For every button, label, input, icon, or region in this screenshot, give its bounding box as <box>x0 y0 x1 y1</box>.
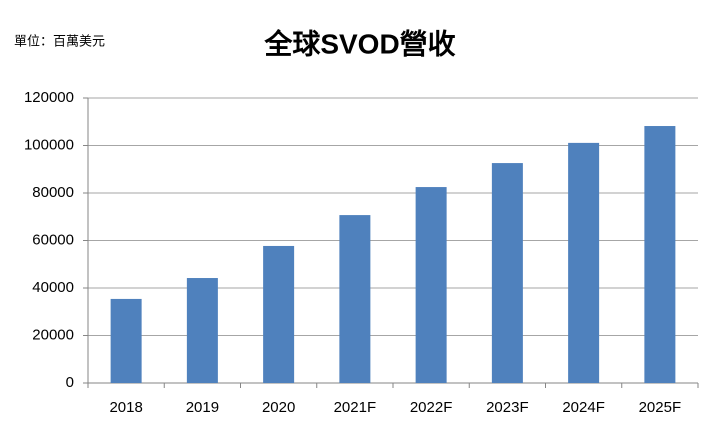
y-tick-label: 60000 <box>32 231 74 248</box>
bar <box>339 215 371 383</box>
x-tick-label: 2025F <box>639 399 682 416</box>
y-tick-label: 80000 <box>32 184 74 201</box>
bar <box>415 187 447 383</box>
bar <box>644 126 676 384</box>
x-tick-label: 2018 <box>109 399 142 416</box>
y-tick-label: 40000 <box>32 279 74 296</box>
x-tick-label: 2020 <box>262 399 295 416</box>
y-tick-label: 120000 <box>24 89 74 106</box>
x-tick-label: 2021F <box>334 399 377 416</box>
bar <box>568 142 600 383</box>
bar <box>110 298 142 383</box>
x-tick-label: 2024F <box>562 399 605 416</box>
y-tick-label: 20000 <box>32 326 74 343</box>
chart-title: 全球SVOD營收 <box>263 27 455 59</box>
x-tick-label: 2019 <box>186 399 219 416</box>
bar <box>491 163 523 383</box>
x-tick-label: 2023F <box>486 399 529 416</box>
y-tick-label: 100000 <box>24 136 74 153</box>
bar <box>263 245 295 383</box>
x-tick-label: 2022F <box>410 399 453 416</box>
bar <box>186 278 218 383</box>
y-tick-label: 0 <box>66 374 74 391</box>
unit-label: 單位：百萬美元 <box>14 33 105 48</box>
